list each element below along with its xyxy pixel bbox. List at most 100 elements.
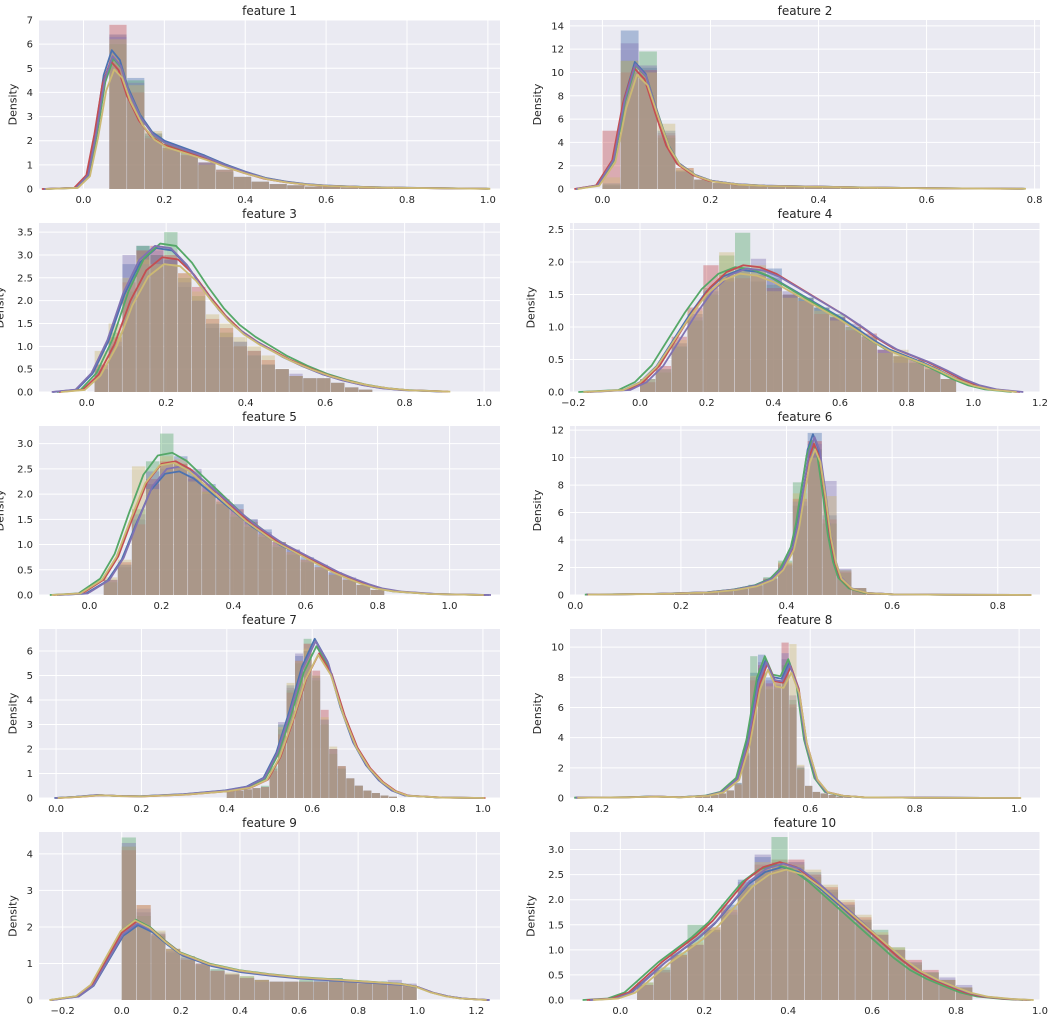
chart-7-series-5-bar-4 xyxy=(252,788,261,798)
chart-6-series-5-bar-8 xyxy=(689,592,704,595)
chart-4-series-5-bar-7 xyxy=(735,268,751,392)
chart-3-series-3-bar-13 xyxy=(261,360,275,392)
chart-2-series-3-bar-6 xyxy=(694,179,713,189)
chart-8-series-5-bar-17 xyxy=(820,793,828,798)
chart-1-series-3-bar-17 xyxy=(376,188,394,189)
chart-7-series-4-bar-19 xyxy=(380,795,389,798)
chart-3-series-5-bar-8 xyxy=(192,291,206,392)
chart-10-series-3-bar-8 xyxy=(754,864,771,1000)
chart-7-series-5-bar-11 xyxy=(312,675,321,798)
chart-5-xtick-label-2: 0.4 xyxy=(226,601,242,612)
chart-1-ytick-label-2: 2 xyxy=(27,136,33,147)
chart-4-ytick-label-2: 1.0 xyxy=(548,323,564,334)
chart-8-series-4-bar-15 xyxy=(805,785,813,798)
chart-4-series-3-bar-12 xyxy=(814,314,830,392)
chart-4-series-3-bar-18 xyxy=(909,359,925,392)
chart-1-title: feature 1 xyxy=(242,4,297,18)
chart-5-series-1-bar-8 xyxy=(202,484,216,595)
chart-4-series-3-bar-11 xyxy=(798,301,814,392)
chart-7-series-3-bar-5 xyxy=(260,786,269,798)
chart-9-series-5-bar-7 xyxy=(210,970,225,1000)
chart-8-series-3-bar-18 xyxy=(828,794,836,798)
chart-9-ytick-label-4: 4 xyxy=(27,849,33,860)
chart-3-series-5-bar-17 xyxy=(317,378,331,392)
chart-4-ytick-label-5: 2.5 xyxy=(548,225,564,236)
chart-5-series-5-bar-17 xyxy=(328,574,343,595)
chart-3-series-5-bar-16 xyxy=(303,378,317,392)
chart-8-series-1-bar-3 xyxy=(711,794,719,798)
chart-4-series-4-bar-11 xyxy=(798,297,814,392)
chart-7-series-4-bar-4 xyxy=(252,788,261,798)
chart-4-series-3-bar-6 xyxy=(719,275,735,392)
chart-5-series-3-bar-9 xyxy=(216,499,230,595)
chart-6-xtick-label-2: 0.4 xyxy=(779,601,795,612)
chart-3-title: feature 3 xyxy=(242,207,297,221)
chart-6-series-3-bar-9 xyxy=(704,592,719,595)
chart-1-series-3-bar-16 xyxy=(358,187,376,189)
chart-1-xtick-label-3: 0.6 xyxy=(318,195,334,206)
chart-10-ytick-label-4: 2.0 xyxy=(548,895,564,906)
chart-6-series-2-bar-8 xyxy=(689,592,704,595)
chart-8-series-1-bar-8 xyxy=(750,672,758,798)
chart-5-series-2-bar-15 xyxy=(300,562,314,595)
chart-2-series-1-bar-10 xyxy=(767,186,786,189)
chart-5-series-5-kde-line xyxy=(51,461,484,596)
chart-7-xtick-label-0: 0.0 xyxy=(48,804,64,815)
chart-9-series-5-bar-19 xyxy=(387,985,402,1000)
chart-1-series-5-bar-11 xyxy=(269,184,287,189)
chart-10-series-2-bar-15 xyxy=(872,929,889,1000)
chart-9-series-1-bar-18 xyxy=(372,981,388,1000)
chart-1-series-3-bar-6 xyxy=(180,155,198,189)
chart-9-series-1-bar-12 xyxy=(284,981,299,1000)
chart-5-series-4-kde-line xyxy=(58,465,492,596)
chart-4-ylabel: Density xyxy=(525,286,538,328)
chart-4-series-5-bar-9 xyxy=(766,291,782,392)
chart-10-series-5-bar-12 xyxy=(821,884,838,1000)
chart-5-series-5-bar-10 xyxy=(230,514,244,595)
chart-2-series-2-bar-3 xyxy=(639,51,657,189)
chart-7-series-4-bar-1 xyxy=(226,790,235,798)
chart-7-series-3-bar-7 xyxy=(278,734,286,798)
chart-7-series-4-bar-6 xyxy=(269,768,278,798)
chart-4: −0.2 0.0 0.2 0.4 0.6 0.8 1.0 1.20.00.51.01.52.0… xyxy=(525,207,1048,409)
chart-7-series-5-bar-9 xyxy=(295,660,304,798)
chart-7-series-1-bar-11 xyxy=(312,675,321,798)
chart-7-series-3-bar-13 xyxy=(329,749,338,798)
chart-9-series-5-bar-16 xyxy=(343,981,358,1000)
chart-10-xtick-label-0: 0.0 xyxy=(612,1006,628,1017)
chart-4-series-4-bar-5 xyxy=(703,288,719,392)
chart-2-series-1-bar-12 xyxy=(804,187,823,189)
chart-9-series-3-bar-12 xyxy=(284,981,299,1000)
chart-7-series-4-bar-15 xyxy=(346,778,355,798)
chart-3-series-4-bar-10 xyxy=(219,337,234,392)
chart-8-series-3-bar-11 xyxy=(773,680,781,798)
chart-3-ytick-label-2: 1.0 xyxy=(17,342,33,353)
chart-9-series-5-bar-20 xyxy=(402,985,417,1000)
chart-7-xtick-label-1: 0.2 xyxy=(133,804,149,815)
chart-2-series-2-bar-5 xyxy=(675,170,694,189)
chart-7-series-5-bar-20 xyxy=(389,796,397,798)
chart-1-series-4-bar-16 xyxy=(358,187,376,189)
chart-6-ytick-label-1: 2 xyxy=(558,563,564,574)
chart-9-series-4-bar-10 xyxy=(254,981,269,1000)
chart-2-series-3-bar-9 xyxy=(749,185,768,189)
chart-7-ylabel: Density xyxy=(7,692,20,734)
chart-2-series-3-bar-14 xyxy=(841,187,859,189)
chart-9-series-3-bar-13 xyxy=(299,981,314,1000)
chart-5-ylabel: Density xyxy=(0,489,7,531)
chart-8-series-5-bar-16 xyxy=(812,791,821,798)
chart-9-series-5-bar-2 xyxy=(136,905,151,1000)
chart-1-ytick-label-7: 7 xyxy=(27,16,33,27)
chart-10-series-2-bar-12 xyxy=(821,889,838,1000)
chart-3-series-2-bar-13 xyxy=(261,364,275,392)
chart-6-series-1-bar-10 xyxy=(718,590,734,595)
chart-10-series-1-bar-13 xyxy=(838,904,855,1000)
chart-1-ytick-label-6: 6 xyxy=(27,40,33,51)
chart-4-series-2-bar-12 xyxy=(814,307,830,392)
chart-9-series-2-bar-6 xyxy=(195,965,210,1000)
chart-4-series-2-bar-6 xyxy=(719,255,735,392)
chart-1-series-2-bar-14 xyxy=(322,186,341,189)
chart-5-series-5-bar-6 xyxy=(174,458,188,595)
chart-7-series-4-bar-5 xyxy=(260,786,269,798)
chart-5-series-3-bar-18 xyxy=(342,579,357,595)
